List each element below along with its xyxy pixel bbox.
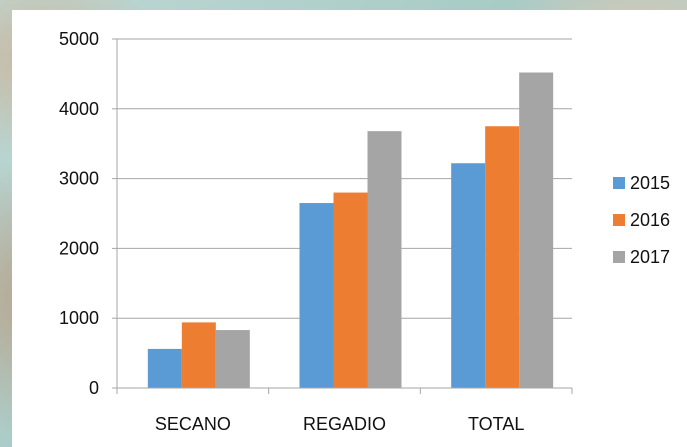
x-axis-category-labels: SECANO REGADIO TOTAL xyxy=(155,414,525,434)
bar-regadio-2017 xyxy=(367,131,402,389)
legend-label: 2016 xyxy=(630,210,670,230)
bar-total-2017 xyxy=(519,72,554,388)
axes xyxy=(112,38,573,394)
legend-label: 2015 xyxy=(630,173,670,193)
bar-total-2015 xyxy=(451,163,486,388)
x-category-label: REGADIO xyxy=(303,414,386,434)
y-tick-label: 4000 xyxy=(59,99,99,119)
legend-swatch-2015 xyxy=(613,177,625,189)
y-tick-label: 3000 xyxy=(59,169,99,189)
bar-secano-2015 xyxy=(147,348,182,388)
bar-regadio-2015 xyxy=(299,203,334,388)
bars xyxy=(147,72,554,389)
bar-secano-2016 xyxy=(181,322,216,388)
y-tick-label: 2000 xyxy=(59,238,99,258)
x-category-label: TOTAL xyxy=(468,414,524,434)
y-tick-label: 5000 xyxy=(59,29,99,49)
legend-swatch-2017 xyxy=(613,251,625,263)
legend-label: 2017 xyxy=(630,247,670,267)
legend-swatch-2016 xyxy=(613,214,625,226)
bar-secano-2017 xyxy=(215,330,250,388)
bar-total-2016 xyxy=(485,126,520,388)
y-axis-tick-labels: 0 1000 2000 3000 4000 5000 xyxy=(59,29,99,398)
y-tick-label: 1000 xyxy=(59,308,99,328)
y-tick-label: 0 xyxy=(89,378,99,398)
legend: 2015 2016 2017 xyxy=(613,173,670,267)
x-category-label: SECANO xyxy=(155,414,231,434)
bar-regadio-2016 xyxy=(333,192,368,388)
